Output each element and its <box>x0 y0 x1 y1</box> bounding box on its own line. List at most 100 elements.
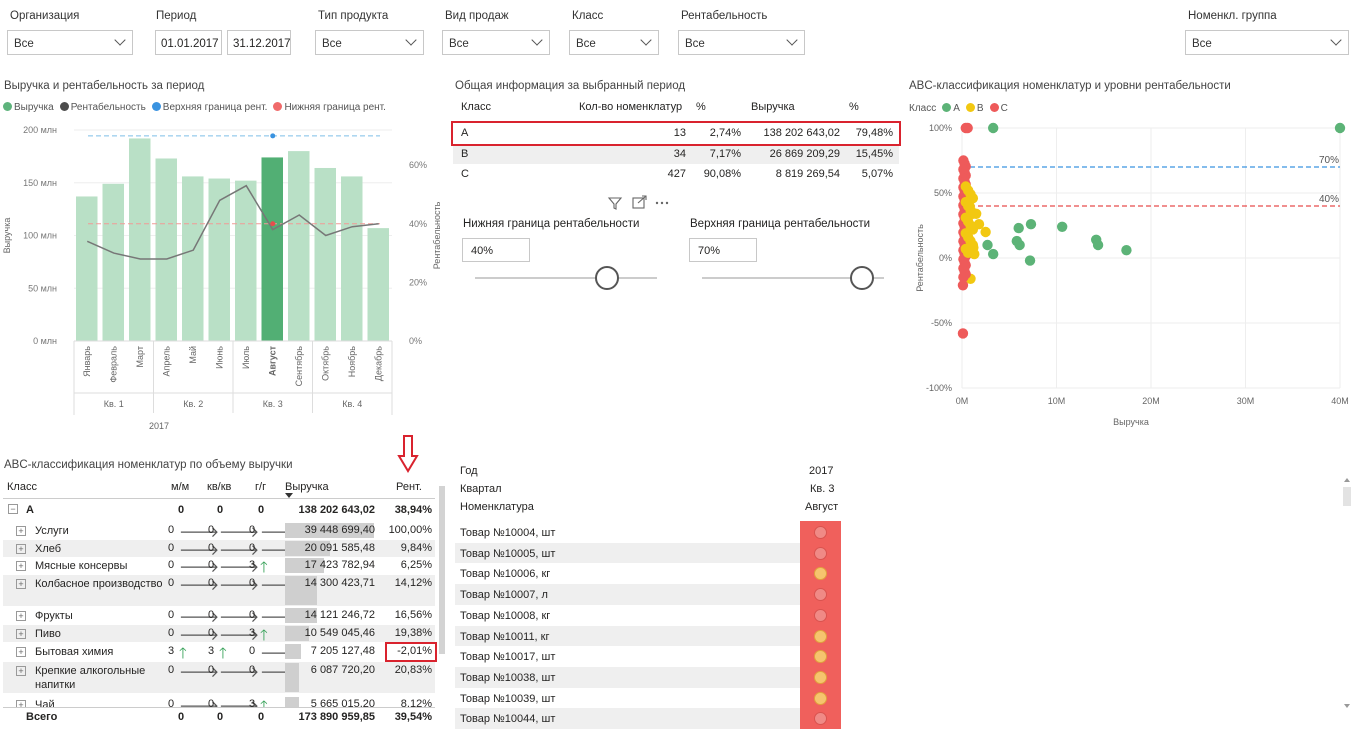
scatter-chart[interactable]: 100% 50% 0% -50% -100% 0M 10M 20M 30M 40M Выручка Р… <box>905 118 1355 433</box>
expand-icon[interactable]: + <box>16 629 26 639</box>
bar-Октябрь[interactable] <box>314 167 337 341</box>
scatter-point[interactable] <box>1334 122 1346 134</box>
matrix-header-mm[interactable]: м/м <box>171 481 190 493</box>
upper-slider-input[interactable]: 70% <box>689 238 757 262</box>
legend-item-lower[interactable]: Нижняя граница рент. <box>273 102 386 113</box>
lower-slider-track[interactable] <box>475 277 657 279</box>
quarter-label: Кв. 2 <box>183 399 203 409</box>
product-row[interactable]: Товар №10011, кг <box>455 625 841 647</box>
row-name[interactable]: Услуги <box>35 525 69 537</box>
expand-icon[interactable]: + <box>16 526 26 536</box>
product-row[interactable]: Товар №10005, шт <box>455 542 841 564</box>
lower-slider-handle[interactable] <box>595 266 619 290</box>
product-row[interactable]: Товар №10038, шт <box>455 666 841 688</box>
bar-Ноябрь[interactable] <box>341 176 363 341</box>
expand-icon[interactable]: + <box>16 579 26 589</box>
scatter-point[interactable] <box>1024 255 1036 266</box>
bar-Январь[interactable] <box>76 196 98 341</box>
filter-icon[interactable] <box>607 197 623 210</box>
bar-Март[interactable] <box>129 138 151 341</box>
more-options-icon[interactable] <box>655 201 669 205</box>
bar-Август[interactable] <box>261 157 284 341</box>
scatter-point[interactable] <box>1025 219 1037 230</box>
group-revenue: 138 202 643,02 <box>298 504 375 516</box>
row-name[interactable]: Пиво <box>35 628 61 640</box>
product-row[interactable]: Товар №10017, шт <box>455 646 841 667</box>
lower-slider-input[interactable]: 40% <box>462 238 530 262</box>
period-from-input[interactable]: 01.01.2017 <box>155 30 222 55</box>
bar-Май[interactable] <box>182 176 204 341</box>
bar-Июнь[interactable] <box>208 178 231 341</box>
scatter-point[interactable] <box>980 226 991 238</box>
scatter-point[interactable] <box>957 328 969 339</box>
scatter-point[interactable] <box>958 271 969 283</box>
product-row[interactable]: Товар №10008, кг <box>455 604 841 626</box>
row-name[interactable]: Фрукты <box>35 610 73 622</box>
revenue-chart[interactable]: 200 млн 150 млн 100 млн 50 млн 0 млн 60% 40% 20… <box>0 118 440 433</box>
row-name[interactable]: Мясные консервы <box>35 560 128 572</box>
bar-Апрель[interactable] <box>155 158 178 341</box>
filter-profit-dropdown[interactable]: Все <box>678 30 805 55</box>
filter-org-dropdown[interactable]: Все <box>7 30 133 55</box>
filter-nom-group-dropdown[interactable]: Все <box>1185 30 1349 55</box>
filter-product-type-dropdown[interactable]: Все <box>315 30 424 55</box>
product-row[interactable]: Товар №10039, шт <box>455 687 841 709</box>
collapse-icon[interactable]: − <box>8 504 18 514</box>
scatter-point[interactable] <box>1011 235 1023 247</box>
product-row[interactable]: Товар №10004, шт <box>455 522 841 543</box>
row-name[interactable]: Хлеб <box>35 543 62 555</box>
abc-matrix[interactable]: Класс м/м кв/кв г/г Выручка Рент. − A 0 0 0 138 202… <box>0 478 448 729</box>
scatter-point[interactable] <box>987 248 999 260</box>
scatter-point[interactable] <box>1056 221 1068 232</box>
legend-item-upper[interactable]: Верхняя граница рент. <box>151 102 267 113</box>
scatter-point[interactable] <box>962 122 973 134</box>
legend-item-b[interactable]: B <box>965 103 984 114</box>
legend-dot-icon <box>151 102 161 111</box>
summary-cell: 15,45% <box>855 147 893 160</box>
scatter-point[interactable] <box>957 280 969 291</box>
scatter-point[interactable] <box>1013 222 1024 234</box>
bar-Февраль[interactable] <box>102 183 125 341</box>
bar-Июль[interactable] <box>235 180 257 341</box>
matrix-header-qq[interactable]: кв/кв <box>207 481 232 493</box>
bar-Декабрь[interactable] <box>367 228 390 341</box>
legend-item-c[interactable]: C <box>989 103 1008 114</box>
expand-icon[interactable]: + <box>16 666 26 676</box>
row-revenue: 20 091 585,48 <box>304 542 375 554</box>
row-name[interactable]: Крепкие алкогольные напитки <box>35 665 146 691</box>
expand-icon[interactable]: + <box>16 561 26 571</box>
bar-Сентябрь[interactable] <box>288 151 310 341</box>
scatter-point[interactable] <box>1092 239 1104 251</box>
matrix-scrollbar[interactable] <box>439 486 445 654</box>
row-name[interactable]: Колбасное производство <box>35 578 163 590</box>
upper-slider-handle[interactable] <box>850 266 874 290</box>
scatter-title: ABC-классификация номенклатур и уровни р… <box>909 80 1231 92</box>
matrix-header-revenue[interactable]: Выручка <box>285 481 329 493</box>
expand-icon[interactable]: + <box>16 544 26 554</box>
row-name[interactable]: Бытовая химия <box>35 646 114 658</box>
filter-class-dropdown[interactable]: Все <box>569 30 659 55</box>
product-row[interactable]: Товар №10044, шт <box>455 708 841 729</box>
product-row[interactable]: Товар №10006, кг <box>455 563 841 585</box>
legend-item-a[interactable]: A <box>942 103 960 114</box>
upper-slider-track[interactable] <box>702 277 884 279</box>
matrix-header-yy[interactable]: г/г <box>255 481 267 493</box>
scatter-point[interactable] <box>987 122 999 134</box>
scatter-point[interactable] <box>1121 245 1132 256</box>
arrow-up-icon: 🡑 <box>179 644 187 662</box>
product-row[interactable]: Товар №10007, л <box>455 584 841 605</box>
x-tick-label: Декабрь <box>373 346 383 381</box>
legend-item-profit[interactable]: Рентабельность <box>59 102 146 113</box>
products-scrollbar[interactable] <box>1343 487 1351 506</box>
matrix-header-rent[interactable]: Рент. <box>396 481 422 493</box>
filter-class-value: Все <box>576 38 596 50</box>
period-to-input[interactable]: 31.12.2017 <box>227 30 291 55</box>
filter-sale-type-dropdown[interactable]: Все <box>442 30 550 55</box>
legend-item-revenue[interactable]: Выручка <box>3 102 54 113</box>
scatter-point[interactable] <box>982 239 993 251</box>
focus-mode-icon[interactable] <box>632 195 647 209</box>
scatter-point[interactable] <box>962 247 974 258</box>
change-value: 3 <box>208 645 215 657</box>
expand-icon[interactable]: + <box>16 647 26 657</box>
expand-icon[interactable]: + <box>16 611 26 621</box>
